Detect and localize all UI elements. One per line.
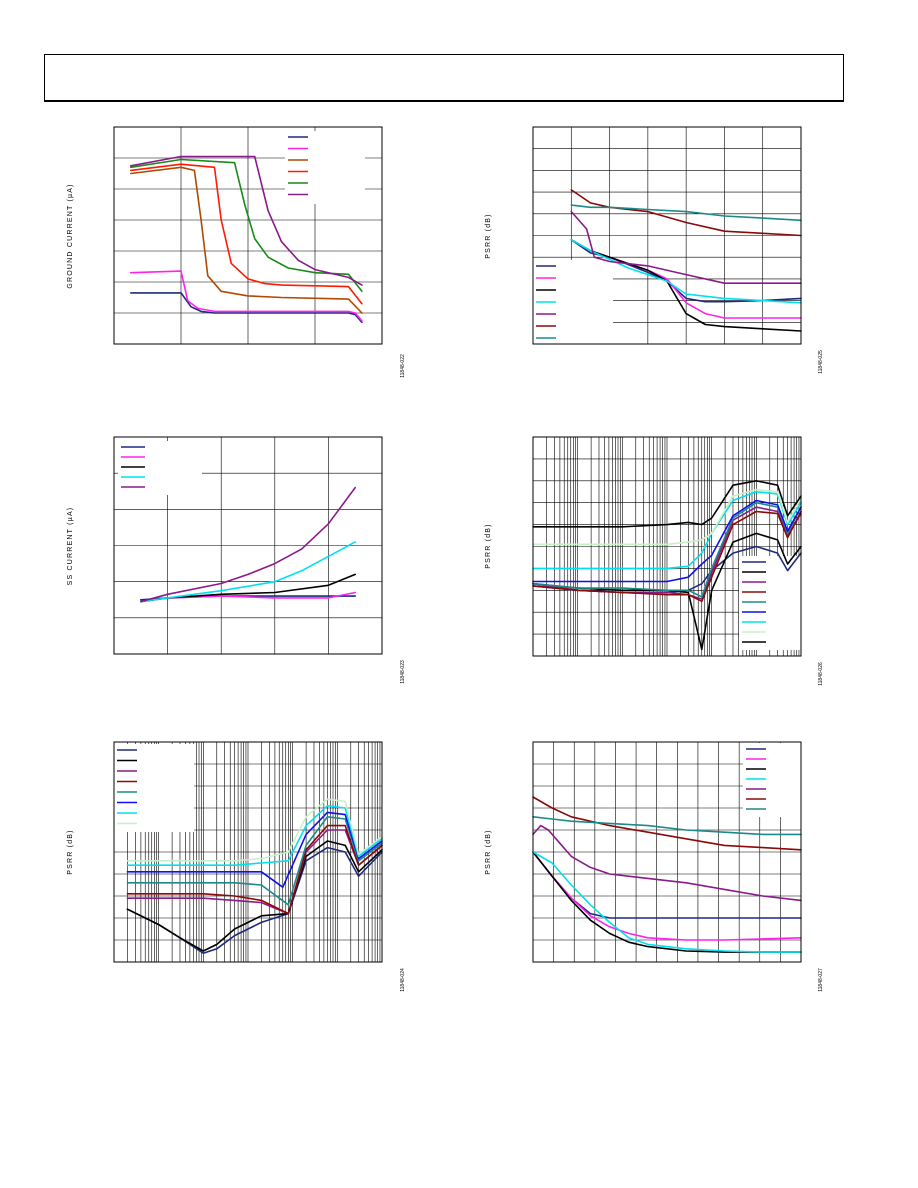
series-line-3 [532,851,802,953]
series-line-4 [140,541,357,603]
plot-frame [113,436,383,655]
series-line-4 [532,851,802,953]
series-line-4 [532,510,802,603]
y-axis-label: GROUND CURRENT (µA) [67,183,74,288]
plot-frame [113,126,383,345]
series-line-1 [532,851,802,919]
psrr-chart-bottom-right: PSRR (dB) 11848-027 [485,741,824,992]
series-line-4 [570,239,802,304]
page-header-box [44,54,844,102]
series-line-1 [130,292,363,324]
series-line-2 [532,532,802,651]
series-line-4 [130,163,363,305]
series-line-6 [532,796,802,851]
figure-id: 11848-025 [818,350,824,374]
plot-frame [532,126,802,345]
legend-box [114,744,194,832]
plot-grid [533,437,801,656]
series-line-7 [126,804,383,867]
legend-box [118,441,202,495]
legend-box [285,131,365,204]
series-line-2 [130,270,363,322]
series-line-5 [140,486,357,603]
legend-box [739,556,823,650]
figure-id: 11848-022 [400,354,406,378]
y-axis-label: SS CURRENT (µA) [67,507,74,586]
series-line-2 [532,851,802,941]
psrr-chart-bottom-left: PSRR (dB) 11848-024 [67,741,406,992]
figure-id: 11848-024 [400,968,406,992]
series-line-5 [126,815,383,906]
series-line-3 [570,239,802,332]
y-axis-label: PSRR (dB) [67,829,74,874]
y-axis-label: PSRR (dB) [485,829,492,874]
series-line-7 [570,204,802,222]
figure-id: 11848-026 [818,662,824,686]
series-line-4 [126,824,383,915]
legend-box [743,743,823,817]
plot-frame [532,741,802,963]
series-line-2 [126,840,383,952]
y-axis-label: PSRR (dB) [485,523,492,568]
series-line-5 [570,210,802,285]
plot-grid [533,742,801,962]
psrr-chart-middle-right: PSRR (dB) 11848-026 [485,436,824,686]
figure-id: 11848-023 [400,660,406,684]
plot-frame [113,741,383,963]
series-line-3 [130,166,363,314]
series-line-7 [532,815,802,836]
psrr-chart-top-right: PSRR (dB) 11848-025 [485,126,824,374]
series-line-8 [126,798,383,862]
ground-current-chart: GROUND CURRENT (µA) 11848-022 [67,126,406,378]
ss-current-chart: SS CURRENT (µA) 11848-023 [67,436,406,684]
series-line-9 [532,479,802,528]
y-axis-label: PSRR (dB) [485,213,492,258]
plot-frame [532,436,802,657]
series-line-5 [532,824,802,902]
legend-box [533,260,613,348]
series-line-6 [532,499,802,583]
series-line-6 [126,811,383,889]
series-line-6 [130,155,363,286]
series-line-6 [570,189,802,237]
series-line-8 [532,488,802,546]
figure-id: 11848-027 [818,968,824,992]
plot-grid [114,437,382,654]
